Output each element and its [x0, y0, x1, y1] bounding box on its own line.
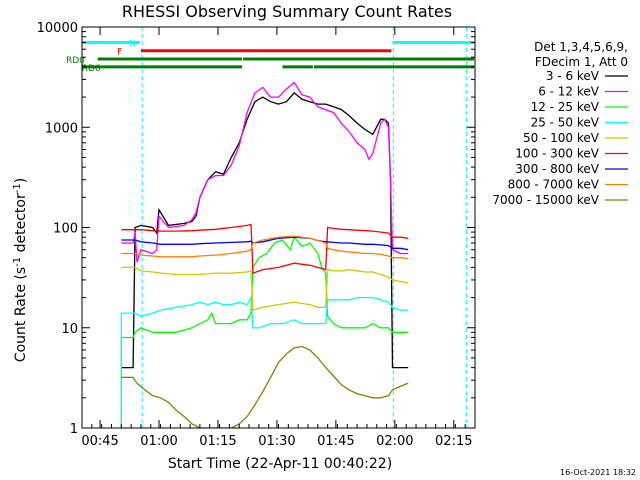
y-tick-label-3: 1000	[45, 121, 78, 136]
flag-label-f: F	[117, 48, 122, 58]
x-tick-label-0: 00:45	[81, 434, 118, 449]
series-line-1	[121, 81, 409, 263]
legend-label-4: 50 - 100 keV	[523, 131, 600, 145]
y-tick-label-1: 10	[61, 322, 78, 337]
legend-label-0: 3 - 6 keV	[546, 69, 600, 83]
svg-text:Count Rate (s-1 detector-1): Count Rate (s-1 detector-1)	[12, 178, 30, 362]
y-axis-label: Count Rate (s-1 detector-1)	[12, 178, 30, 362]
flag-label-rd0: RD0	[66, 56, 85, 66]
plot-layer	[82, 27, 474, 428]
x-tick-label-6: 02:15	[435, 434, 472, 449]
x-tick-label-5: 02:00	[376, 434, 413, 449]
x-axis-label: Start Time (22-Apr-11 00:40:22)	[168, 456, 392, 472]
legend-label-5: 100 - 300 keV	[515, 147, 599, 161]
flag-label-rd6: RD6	[82, 64, 101, 74]
series-line-5	[121, 223, 409, 275]
series-line-7	[121, 235, 409, 260]
legend-title-2: FDecim 1, Att 0	[535, 55, 628, 69]
x-tick-label-4: 01:45	[317, 434, 354, 449]
legend-label-6: 300 - 800 keV	[515, 162, 599, 176]
legend-label-2: 12 - 25 keV	[531, 100, 600, 114]
x-tick-label-2: 01:15	[199, 434, 236, 449]
y-tick-label-4: 10000	[37, 21, 78, 36]
y-axis-label-end: )	[13, 178, 29, 183]
chart-title: RHESSI Observing Summary Count Rates	[122, 2, 452, 21]
timestamp: 16-Oct-2021 18:32	[560, 468, 636, 477]
series-line-0	[121, 92, 409, 369]
x-tick-label-1: 01:00	[140, 434, 177, 449]
y-tick-label-2: 100	[53, 222, 78, 237]
x-tick-label-3: 01:30	[258, 434, 295, 449]
legend-label-7: 800 - 7000 keV	[508, 178, 600, 192]
y-axis-label-sup: -1	[12, 257, 23, 267]
series-line-3	[120, 295, 409, 428]
series-line-4	[121, 266, 409, 311]
series-line-2	[120, 235, 409, 428]
legend-label-1: 6 - 12 keV	[538, 85, 600, 99]
y-axis-label-tail: detector	[13, 193, 29, 257]
y-axis-label-sup2: -1	[12, 183, 23, 193]
series-line-8	[121, 345, 409, 428]
legend-label-3: 25 - 50 keV	[531, 116, 600, 130]
y-tick-label-0: 1	[70, 422, 78, 437]
legend-label-8: 7000 - 15000 keV	[492, 193, 599, 207]
series-line-6	[121, 236, 409, 251]
legend-title-1: Det 1,3,4,5,6,9,	[534, 40, 628, 54]
flag-label-n: N	[129, 40, 136, 50]
y-axis-label-main: Count Rate (s	[13, 267, 29, 362]
